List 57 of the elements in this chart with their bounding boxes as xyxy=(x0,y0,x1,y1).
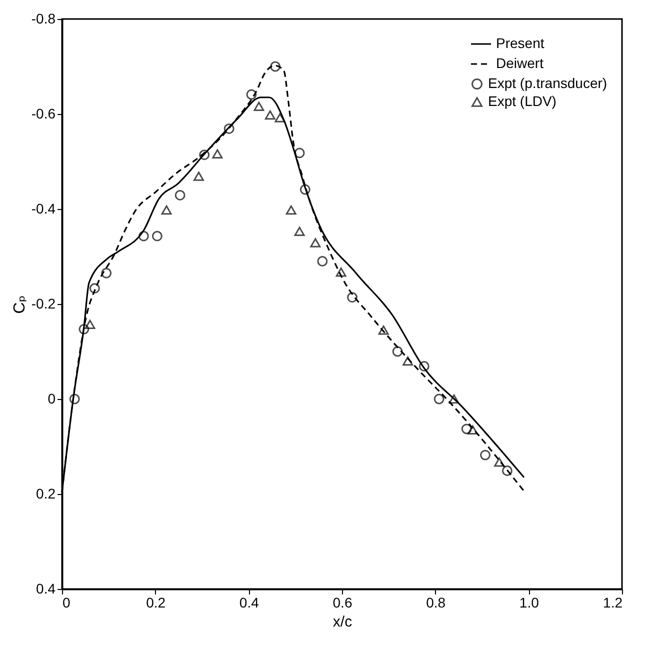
point xyxy=(101,268,112,278)
point xyxy=(246,89,257,100)
point xyxy=(270,61,280,72)
point xyxy=(194,172,204,181)
point xyxy=(434,394,444,404)
legend-label: Expt (LDV) xyxy=(488,93,556,109)
y-tick-label: 0.4 xyxy=(36,580,56,596)
point xyxy=(300,184,310,195)
legend-label: Present xyxy=(496,35,544,51)
point xyxy=(224,124,234,134)
legend-label: Expt (p.transducer) xyxy=(488,75,608,91)
y-tick-label: -0.6 xyxy=(31,106,56,122)
point xyxy=(502,466,512,476)
point xyxy=(174,190,186,200)
point xyxy=(480,450,490,460)
point xyxy=(89,283,100,294)
y-tick-label: -0.8 xyxy=(31,10,56,26)
point xyxy=(152,230,162,242)
point xyxy=(69,394,80,404)
point xyxy=(448,394,460,404)
point xyxy=(254,102,264,112)
point xyxy=(378,326,389,335)
point xyxy=(310,238,321,248)
y-tick-label: -0.2 xyxy=(31,296,56,312)
x-tick-label: 1.2 xyxy=(603,594,623,610)
point xyxy=(494,458,504,467)
point xyxy=(418,361,430,372)
point xyxy=(274,113,286,122)
y-tick-label: 0 xyxy=(48,390,56,406)
point xyxy=(294,226,305,236)
point xyxy=(212,149,223,159)
point xyxy=(161,205,172,215)
x-axis-title: x/c xyxy=(332,614,353,630)
x-tick-label: 0.6 xyxy=(332,594,352,610)
x-tick-label: 0.8 xyxy=(426,594,446,610)
y-tick-label: 0.2 xyxy=(36,486,56,502)
x-tick-label: 1.0 xyxy=(519,594,540,610)
point xyxy=(264,110,276,120)
point xyxy=(347,292,358,303)
point xyxy=(467,425,478,434)
x-tick-label: 0 xyxy=(62,594,70,610)
y-axis-title: Cₚ xyxy=(11,295,28,314)
point xyxy=(402,356,414,366)
point xyxy=(138,230,149,242)
point xyxy=(392,346,403,357)
point xyxy=(286,205,296,215)
point xyxy=(461,424,472,434)
y-tick-label: -0.4 xyxy=(31,200,56,216)
point xyxy=(84,320,96,330)
point xyxy=(294,148,305,158)
legend-label: Deiwert xyxy=(496,55,544,71)
point xyxy=(78,324,90,334)
x-tick-label: 0.2 xyxy=(146,594,166,610)
point xyxy=(317,256,328,266)
point xyxy=(336,268,346,277)
point xyxy=(199,150,210,160)
x-tick-label: 0.4 xyxy=(239,594,260,610)
